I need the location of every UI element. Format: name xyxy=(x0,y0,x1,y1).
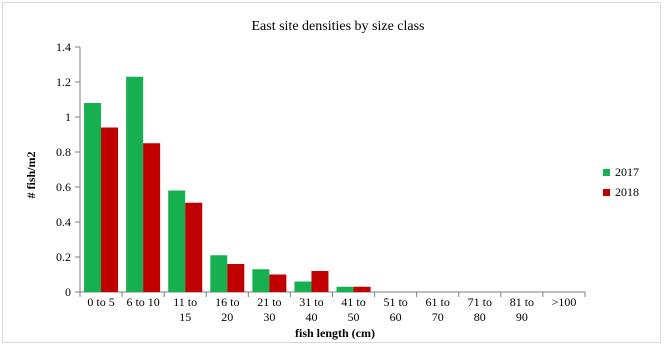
legend-label-2017: 2017 xyxy=(615,165,639,179)
bar-2018 xyxy=(185,202,203,292)
x-tick-label: 60 xyxy=(390,310,402,324)
y-axis-label: # fish/m2 xyxy=(24,151,38,198)
x-tick-label: 61 to xyxy=(426,295,450,309)
x-tick-label: 30 xyxy=(263,310,275,324)
bar-2018 xyxy=(227,264,245,292)
legend-swatch-2017 xyxy=(603,169,610,176)
bar-2017 xyxy=(252,269,270,292)
legend-swatch-2018 xyxy=(603,189,610,196)
legend-label-2018: 2018 xyxy=(615,185,639,199)
x-tick-label: >100 xyxy=(552,295,577,309)
x-tick-label: 31 to xyxy=(299,295,323,309)
x-tick-label: 11 to xyxy=(173,295,197,309)
x-tick-label: 81 to xyxy=(510,295,534,309)
y-tick-label: 0 xyxy=(65,285,71,299)
x-tick-label: 21 to xyxy=(257,295,281,309)
bar-2018 xyxy=(311,271,329,292)
y-tick-label: 1.4 xyxy=(56,40,71,54)
x-tick-label: 6 to 10 xyxy=(126,295,159,309)
x-tick-label: 51 to xyxy=(383,295,407,309)
x-tick-label: 41 to xyxy=(341,295,365,309)
y-tick-label: 0.6 xyxy=(56,180,71,194)
x-tick-label: 80 xyxy=(474,310,486,324)
x-axis-label: fish length (cm) xyxy=(295,326,375,340)
x-tick-label: 71 to xyxy=(468,295,492,309)
y-tick-label: 0.8 xyxy=(56,145,71,159)
x-tick-label: 15 xyxy=(179,310,191,324)
x-tick-label: 0 to 5 xyxy=(87,295,114,309)
x-tick-label: 40 xyxy=(305,310,317,324)
x-tick-label: 50 xyxy=(348,310,360,324)
bar-2017 xyxy=(210,255,228,292)
bar-2017 xyxy=(294,281,312,292)
bar-2018 xyxy=(101,127,119,292)
bar-2017 xyxy=(84,103,102,292)
bar-2017 xyxy=(168,190,186,292)
bar-2018 xyxy=(143,143,161,292)
y-tick-label: 0.4 xyxy=(56,215,71,229)
chart-title: East site densities by size class xyxy=(251,19,424,34)
y-tick-label: 1.2 xyxy=(56,75,71,89)
bar-2017 xyxy=(336,286,354,292)
x-tick-label: 70 xyxy=(432,310,444,324)
y-tick-label: 1 xyxy=(65,110,71,124)
x-tick-label: 20 xyxy=(221,310,233,324)
plot-area: 0 0.2 0.4 0.6 0.8 1 1.2 1.4 0 to 5 6 to 10 11 to15… xyxy=(56,40,586,324)
y-tick-label: 0.2 xyxy=(56,250,71,264)
bar-2017 xyxy=(126,76,144,292)
bar-2018 xyxy=(353,286,371,292)
x-tick-label: 16 to xyxy=(215,295,239,309)
legend: 2017 2018 xyxy=(603,165,639,199)
x-tick-label: 90 xyxy=(516,310,528,324)
bar-2018 xyxy=(269,274,287,292)
